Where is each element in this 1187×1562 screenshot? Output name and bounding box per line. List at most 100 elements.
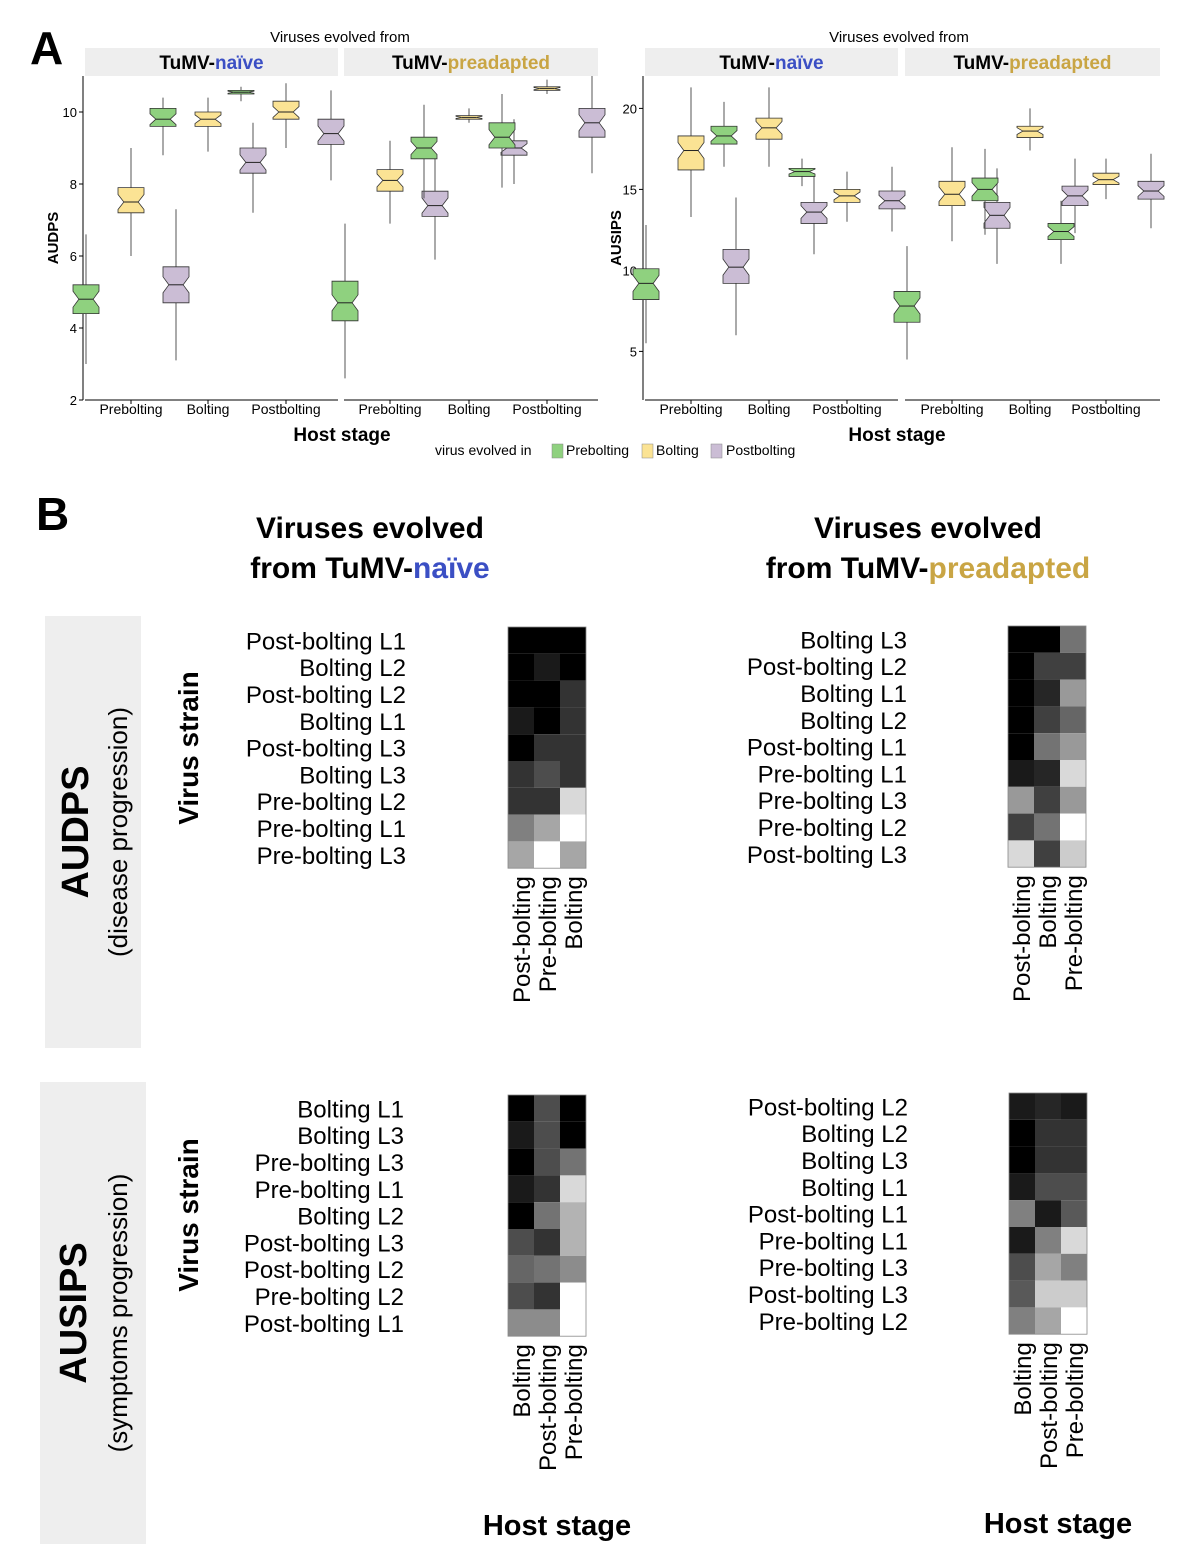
box-body: [632, 268, 660, 300]
audps-box-naive-postbolting-postbolting: [317, 90, 345, 181]
audps-naive-row-label: Pre-bolting L2: [257, 789, 406, 816]
audps-preadapted-row-label: Bolting L2: [800, 708, 907, 735]
audps-y-tick-label-8: 8: [70, 177, 77, 192]
ausips-box-preadapted-bolting-prebolting: [971, 148, 999, 235]
audps-preadapted-cell: [1034, 733, 1060, 760]
audps-strip-preadapted: [344, 48, 598, 76]
legend-label-postbolting: Postbolting: [726, 442, 795, 458]
ausips-preadapted-cell: [1061, 1146, 1087, 1174]
box-body: [149, 108, 177, 127]
ausips-naive-cell: [560, 1175, 586, 1203]
ausips-preadapted-cell: [1061, 1280, 1087, 1308]
audps-naive-row-label: Pre-bolting L1: [257, 816, 406, 843]
ausips-strip-naive: [645, 48, 898, 76]
legend-label-prebolting: Prebolting: [566, 442, 629, 458]
audps-preadapted-cell: [1060, 786, 1086, 814]
panel-b-letter: B: [36, 488, 69, 540]
ausips-preadapted-cell: [1061, 1227, 1087, 1254]
audps-preadapted-cell: [1060, 813, 1086, 841]
box-body: [878, 190, 906, 210]
ausips-naive-cell: [508, 1282, 534, 1310]
ausips-box-naive-prebolting-bolting: [677, 87, 705, 217]
audps-naive-cell: [560, 680, 586, 708]
box-body: [317, 118, 345, 145]
ausips-preadapted-cell: [1009, 1253, 1035, 1281]
box-body: [1016, 125, 1044, 138]
ausips-row-label-bg: [40, 1082, 146, 1544]
audps-naive-cell: [534, 761, 560, 788]
box-body: [938, 180, 966, 206]
ausips-naive-cell: [560, 1309, 586, 1337]
ausips-preadapted-cell: [1009, 1146, 1035, 1174]
preadapted-column-title-line2: from TuMV-preadapted: [766, 552, 1090, 585]
audps-naive-cell: [534, 707, 560, 735]
ausips-box-preadapted-prebolting-postbolting: [983, 168, 1011, 264]
audps-preadapted-column-label: Post-bolting: [1009, 875, 1036, 1002]
ausips-naive-row-label: Bolting L1: [297, 1096, 404, 1123]
ausips-preadapted-cell: [1061, 1200, 1087, 1227]
audps-strip-naive-label: TuMV-naïve: [159, 53, 263, 74]
audps-preadapted-cell: [1008, 706, 1034, 734]
ausips-preadapted-cell: [1061, 1093, 1087, 1120]
ausips-preadapted-cell: [1035, 1093, 1061, 1120]
ausips-naive-cell: [508, 1175, 534, 1203]
ausips-strip-naive-word: naïve: [775, 53, 824, 74]
ausips-preadapted-row-label: Bolting L3: [801, 1148, 908, 1175]
audps-y-tick-label-2: 2: [70, 393, 77, 408]
box-body: [272, 100, 300, 120]
audps-preadapted-cell: [1060, 733, 1086, 760]
ausips-preadapted-cell: [1035, 1200, 1061, 1227]
audps-x-title: Host stage: [293, 425, 390, 446]
naive-heatmap-x-title: Host stage: [483, 1510, 631, 1542]
ausips-box-naive-bolting-postbolting: [800, 173, 828, 255]
ausips-preadapted-row-label: Pre-bolting L1: [759, 1228, 908, 1255]
audps-preadapted-cell: [1008, 626, 1034, 653]
box-body: [677, 135, 705, 171]
ausips-naive-cell: [534, 1148, 560, 1176]
ausips-x-title: Host stage: [848, 425, 945, 446]
ausips-preadapted-cell: [1061, 1253, 1087, 1281]
ausips-naive-column-label: Bolting: [509, 1344, 536, 1417]
ausips-group-caption: Viruses evolved from: [829, 29, 969, 46]
audps-preadapted-cell: [1034, 760, 1060, 787]
ausips-naive-cell: [560, 1095, 586, 1122]
audps-preadapted-row-label: Bolting L3: [800, 627, 907, 654]
audps-naive-cell: [508, 653, 534, 681]
ausips-naive-cell: [560, 1282, 586, 1310]
audps-naive-cell: [560, 734, 586, 761]
ausips-preadapted-cell: [1009, 1119, 1035, 1147]
ausips-preadapted-row-label: Post-bolting L1: [748, 1202, 908, 1229]
legend: virus evolved in Prebolting Bolting Post…: [435, 442, 795, 459]
audps-preadapted-row-label: Post-bolting L2: [747, 654, 907, 681]
audps-y-tick-label-6: 6: [70, 249, 77, 264]
audps-row-label-main: AUDPS: [55, 765, 97, 898]
ausips-preadapted-row-label: Post-bolting L3: [748, 1282, 908, 1309]
audps-naive-cell: [508, 814, 534, 842]
ausips-naive-cell: [560, 1202, 586, 1229]
audps-preadapted-cell: [1008, 760, 1034, 787]
audps-naive-cell: [508, 761, 534, 788]
ausips-box-preadapted-prebolting-prebolting: [893, 246, 921, 360]
audps-box-naive-prebolting-postbolting: [162, 209, 190, 361]
audps-strip-preadapted-label: TuMV-preadapted: [392, 53, 550, 74]
audps-strip-preadapted-prefix: TuMV-: [392, 53, 448, 74]
audps-preadapted-cell: [1034, 840, 1060, 868]
legend-key-prebolting: [551, 443, 564, 459]
audps-x-tick-label-naive-prebolting: Prebolting: [99, 401, 162, 417]
audps-preadapted-cell: [1060, 840, 1086, 868]
ausips-box-naive-prebolting-prebolting: [632, 225, 660, 344]
audps-naive-cell: [534, 787, 560, 815]
audps-naive-row-label: Post-bolting L2: [246, 682, 406, 709]
ausips-box-naive-postbolting-bolting: [833, 171, 861, 222]
ausips-box-preadapted-postbolting-bolting: [1092, 158, 1120, 200]
audps-preadapted-cell: [1060, 652, 1086, 680]
audps-naive-row-label: Post-bolting L1: [246, 628, 406, 655]
heatmaps: Post-bolting L1 Bolting L2 Post-bolting L2…: [244, 625, 1089, 1471]
audps-preadapted-cell: [1034, 652, 1060, 680]
box-body: [1137, 180, 1165, 200]
ausips-preadapted-cell: [1061, 1173, 1087, 1201]
ausips-preadapted-cell: [1061, 1307, 1087, 1335]
